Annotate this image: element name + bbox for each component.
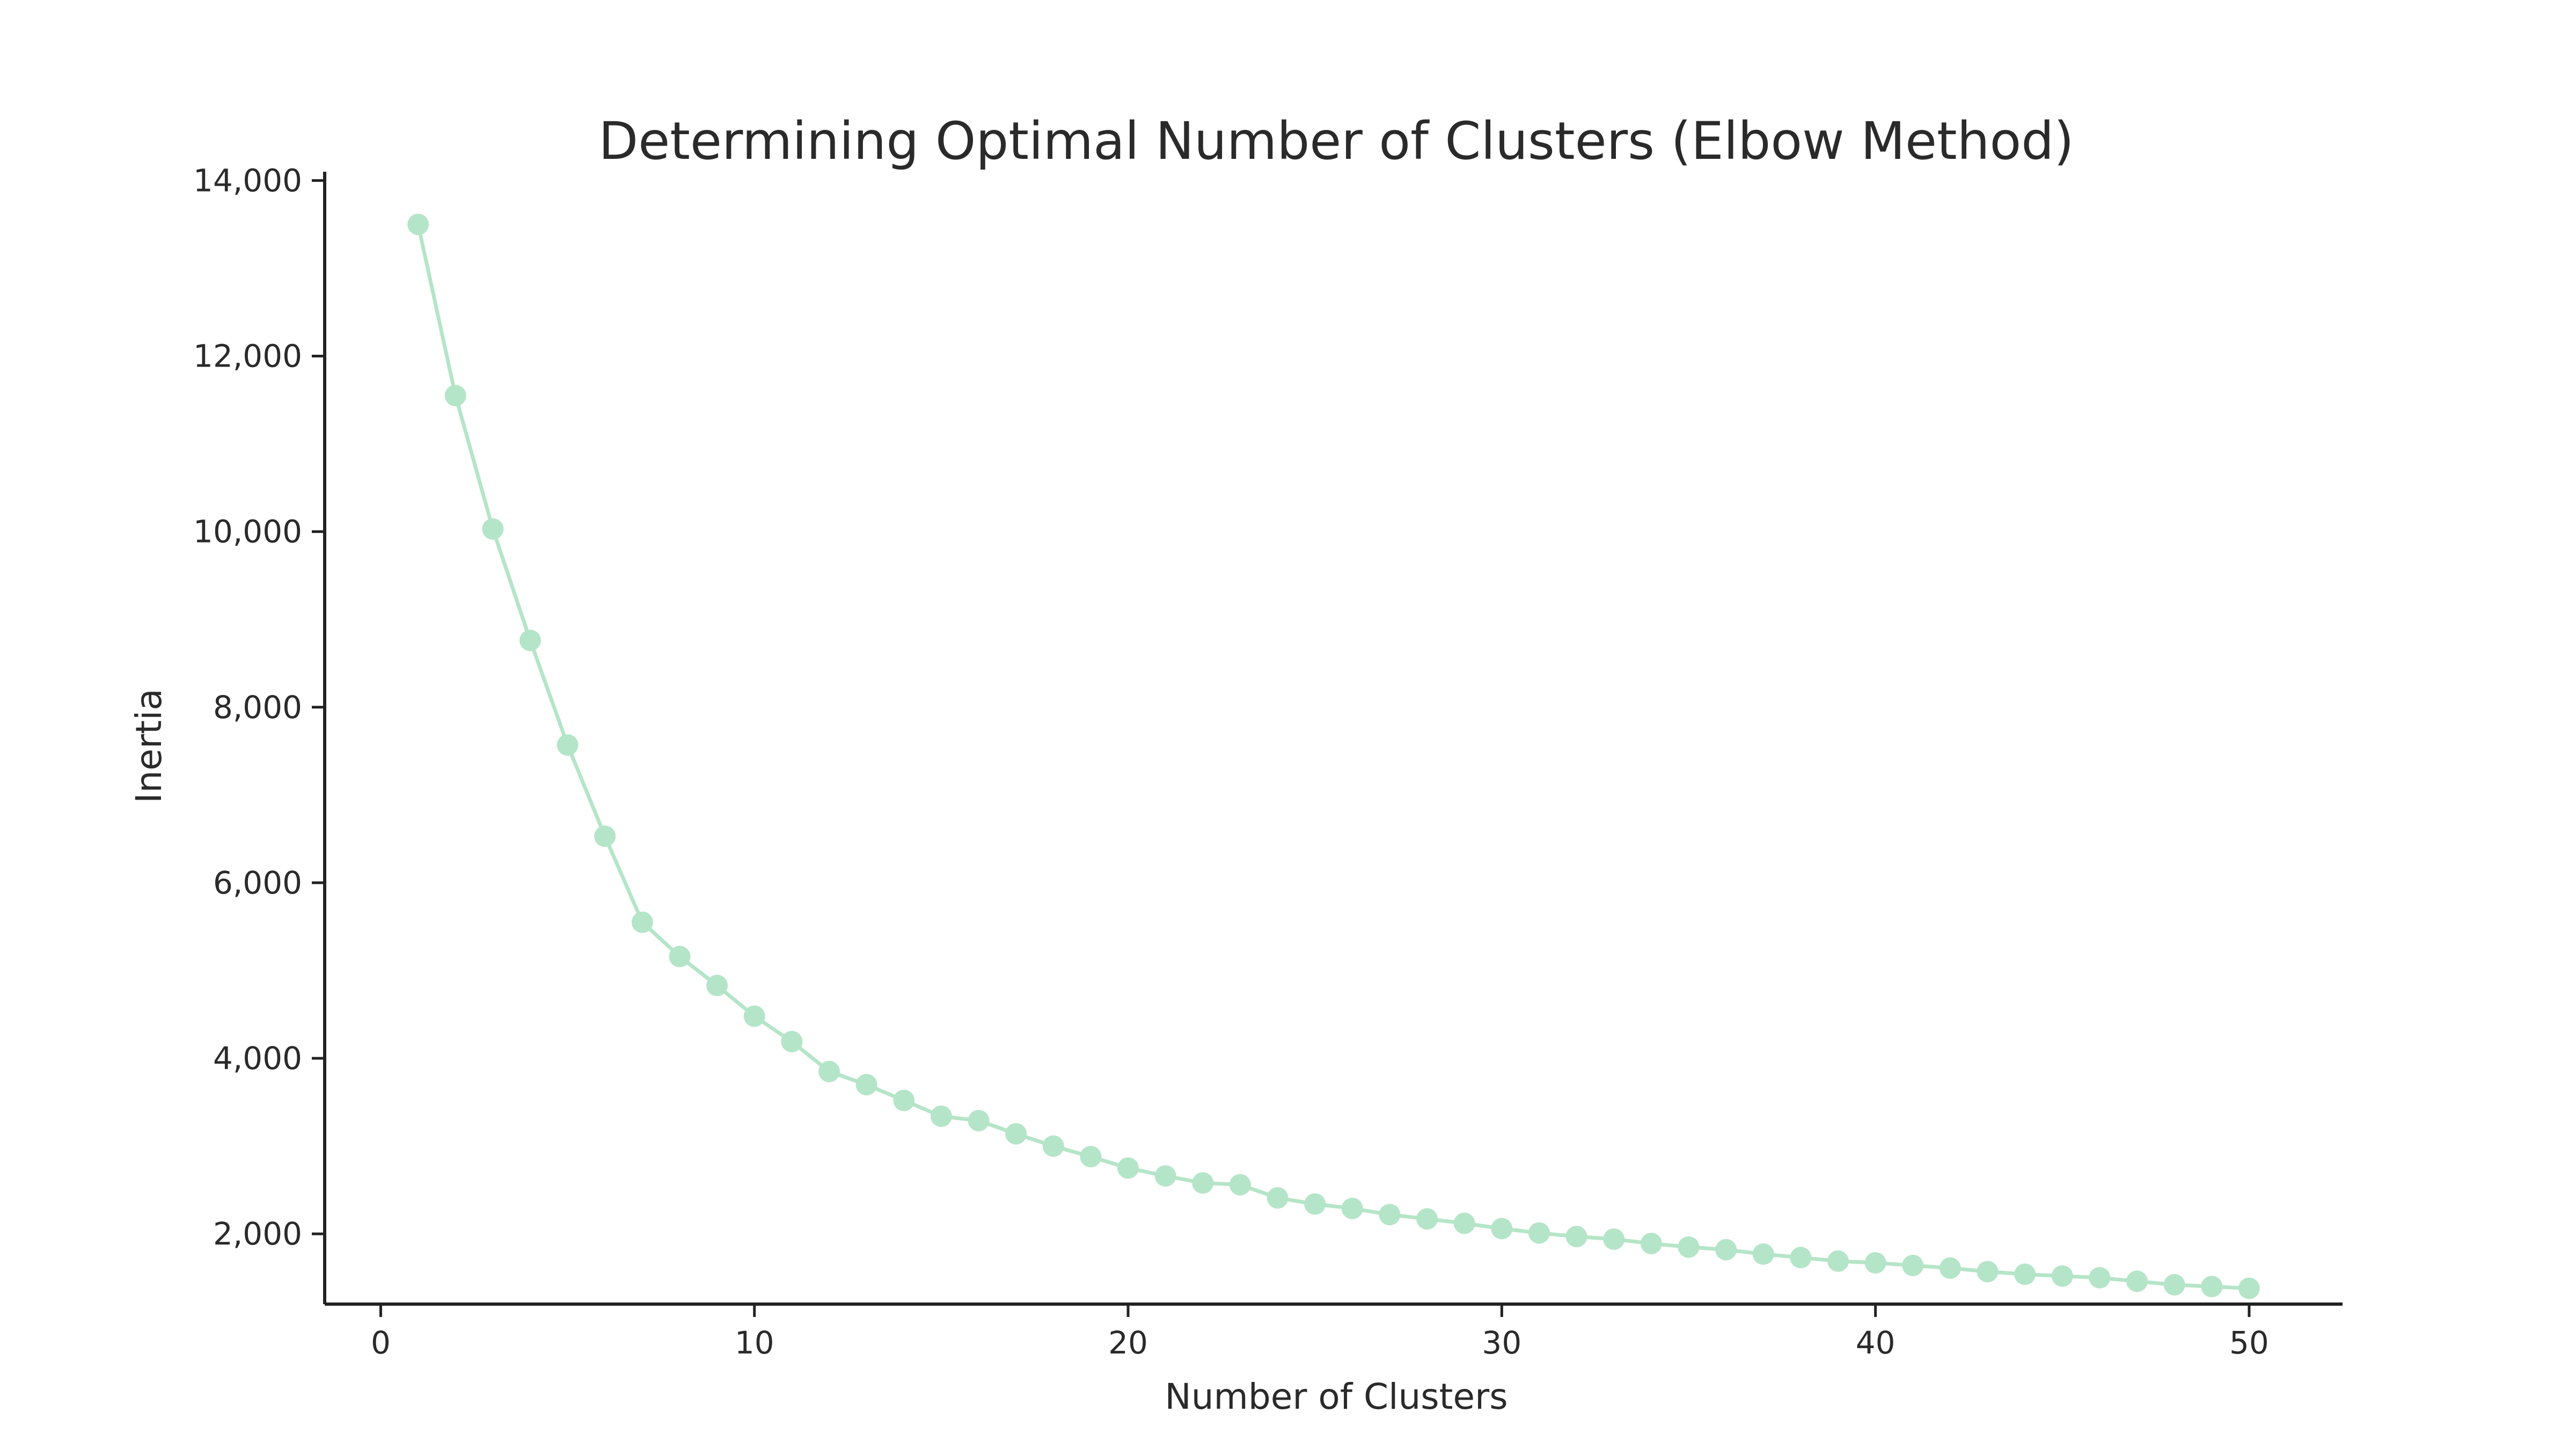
data-point (1042, 1135, 1064, 1157)
y-axis-ticks: 2,000 4,000 6,000 8,000 10,000 12,000 14,000 (193, 162, 325, 1252)
data-point (1678, 1236, 1700, 1258)
y-tick-label: 10,000 (193, 514, 302, 550)
data-point (1005, 1123, 1027, 1145)
axes (323, 172, 2343, 1306)
data-point (781, 1030, 803, 1052)
data-point (1453, 1212, 1475, 1234)
data-point (1864, 1252, 1886, 1274)
data-point (1080, 1146, 1102, 1168)
y-tick-label: 8,000 (213, 689, 302, 726)
data-point (669, 946, 691, 968)
data-point (1565, 1226, 1587, 1248)
series-line (416, 224, 2250, 1291)
data-point (1154, 1165, 1176, 1187)
data-point (1304, 1193, 1326, 1215)
x-tick-label: 10 (735, 1324, 774, 1361)
y-axis-label: Inertia (128, 689, 170, 803)
data-point (893, 1089, 915, 1111)
data-point (818, 1060, 840, 1082)
data-point (1715, 1239, 1737, 1261)
data-point (1790, 1247, 1812, 1269)
data-point (1341, 1197, 1363, 1219)
data-point (2163, 1274, 2185, 1296)
data-point (1267, 1187, 1289, 1209)
data-point (1902, 1255, 1924, 1276)
data-point (1528, 1222, 1550, 1244)
data-point (444, 385, 466, 407)
x-tick-label: 40 (1856, 1324, 1896, 1361)
data-point (519, 630, 541, 652)
data-point (1379, 1204, 1401, 1226)
data-point (1977, 1261, 1999, 1283)
data-point (1416, 1208, 1438, 1230)
data-point (407, 214, 429, 236)
data-point (930, 1106, 952, 1127)
data-point (743, 1005, 765, 1027)
y-tick-label: 6,000 (213, 865, 302, 901)
data-point (1117, 1157, 1139, 1179)
data-point (2051, 1265, 2073, 1287)
x-tick-label: 20 (1108, 1324, 1148, 1361)
y-tick-label: 2,000 (213, 1216, 302, 1252)
data-point (594, 825, 616, 847)
data-point (2014, 1263, 2036, 1285)
x-axis-label: Number of Clusters (1165, 1376, 1507, 1417)
data-point (2126, 1270, 2148, 1292)
data-point (1491, 1218, 1513, 1240)
data-point (2089, 1267, 2111, 1289)
x-tick-label: 30 (1482, 1324, 1521, 1361)
chart-title: Determining Optimal Number of Clusters (… (598, 111, 2074, 171)
data-point (855, 1074, 877, 1096)
data-point (2238, 1277, 2260, 1299)
data-point (1603, 1228, 1625, 1250)
series-group (407, 214, 2260, 1299)
data-point (968, 1110, 990, 1132)
y-tick-label: 12,000 (193, 338, 302, 374)
x-tick-label: 0 (371, 1324, 391, 1361)
data-point (1827, 1250, 1849, 1272)
data-point (482, 518, 504, 540)
data-point (1752, 1243, 1774, 1265)
data-point (2201, 1276, 2223, 1298)
data-point (706, 975, 728, 997)
y-tick-label: 14,000 (193, 162, 302, 199)
data-point (1229, 1174, 1251, 1196)
x-tick-label: 50 (2229, 1324, 2269, 1361)
data-point (1192, 1172, 1214, 1194)
data-point (1640, 1233, 1662, 1255)
data-point (1939, 1257, 1961, 1279)
data-point (557, 734, 579, 756)
data-point (631, 911, 653, 933)
y-tick-label: 4,000 (213, 1040, 302, 1077)
x-axis-ticks: 0 10 20 30 40 50 (371, 1304, 2269, 1361)
